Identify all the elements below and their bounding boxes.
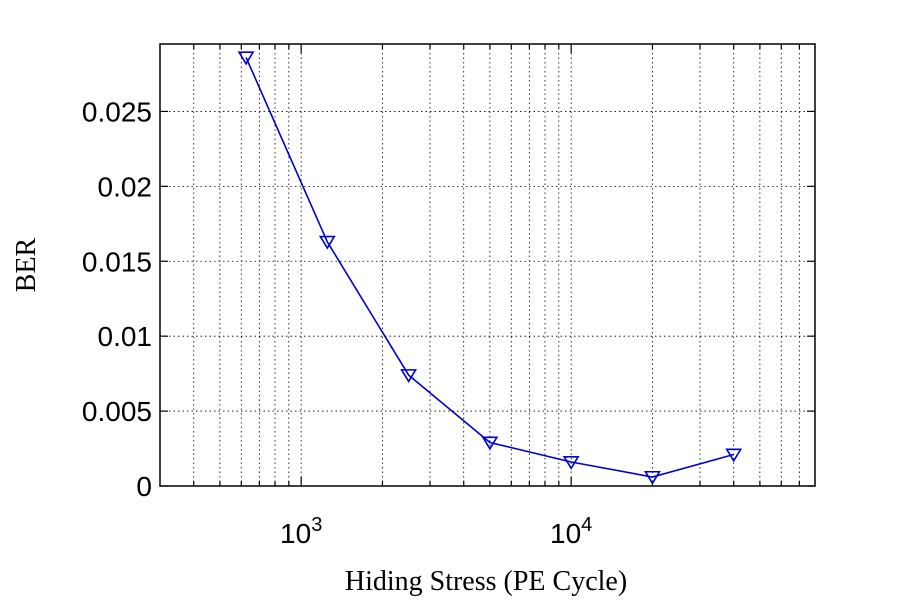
data-point-marker	[725, 448, 743, 463]
plot-frame	[159, 43, 816, 487]
y-tick-label: 0	[136, 471, 152, 502]
data-point-marker	[644, 470, 661, 485]
x-tick-label: 104	[550, 514, 592, 549]
data-point-marker	[562, 455, 580, 470]
x-axis-label: Hiding Stress (PE Cycle)	[345, 566, 627, 597]
data-point-marker	[237, 51, 255, 66]
y-axis-label: BER	[11, 237, 42, 292]
grid	[160, 44, 815, 486]
y-tick-label: 0.005	[82, 396, 152, 427]
series	[237, 51, 743, 485]
y-tick-label: 0.025	[82, 96, 152, 127]
y-tick-label: 0.02	[98, 171, 153, 202]
data-point-marker	[400, 369, 418, 383]
axis-ticks	[160, 44, 815, 487]
x-tick-label: 103	[280, 514, 322, 549]
data-point-marker	[318, 235, 336, 250]
y-tick-label: 0.01	[98, 321, 153, 352]
y-tick-label: 0.015	[82, 246, 152, 277]
series-line	[245, 57, 734, 478]
data-point-marker	[481, 436, 499, 451]
tick-labels: 0 0.005 0.01 0.015 0.02 0.025 103 104	[82, 96, 592, 549]
